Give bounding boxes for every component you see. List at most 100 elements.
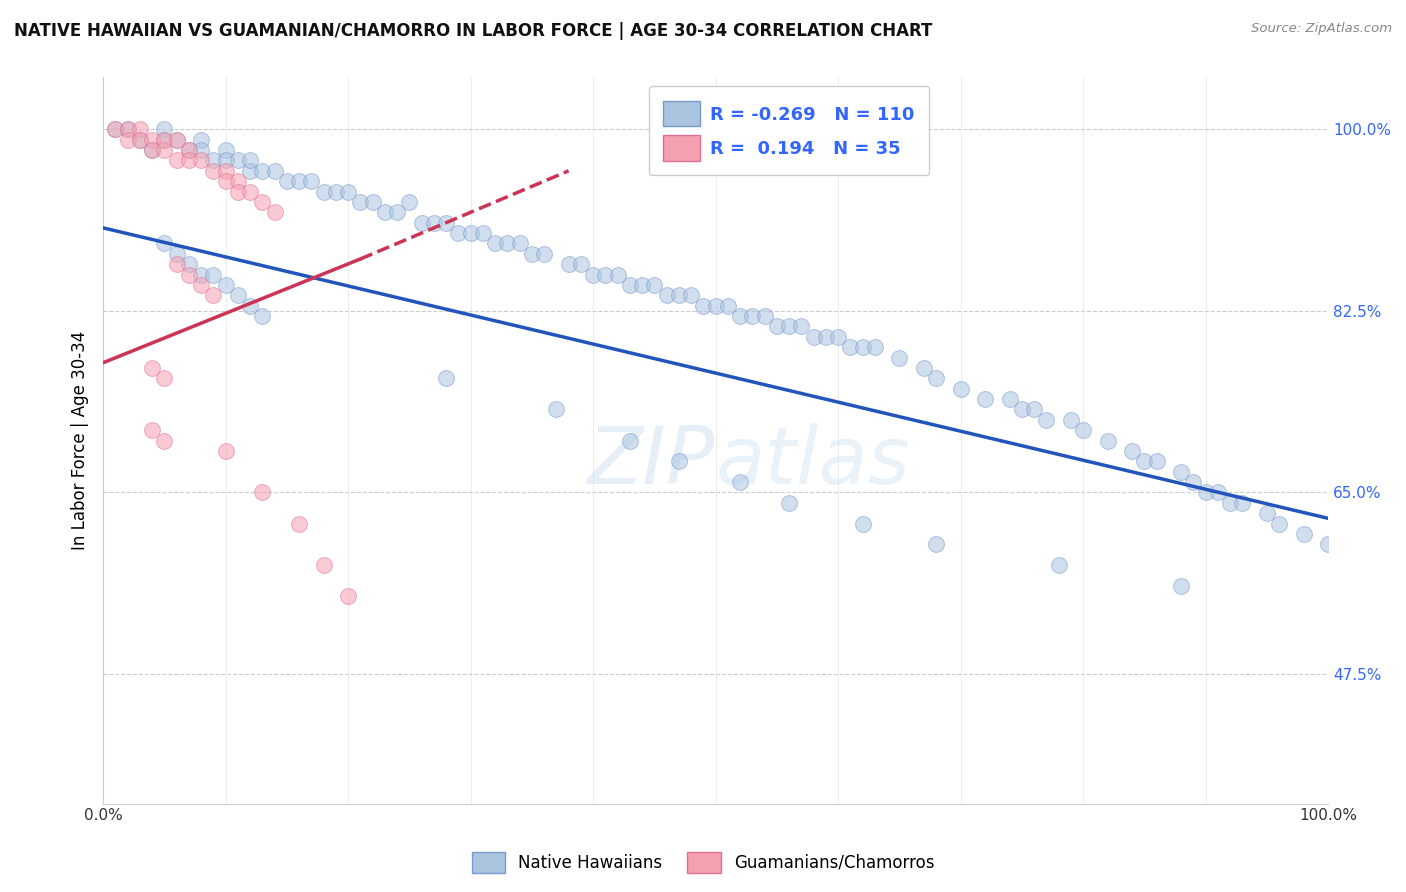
Point — [1317, 537, 1340, 551]
Point — [863, 340, 886, 354]
Point — [998, 392, 1021, 406]
Point — [1232, 496, 1254, 510]
Point — [166, 153, 188, 168]
Point — [423, 216, 446, 230]
Point — [153, 236, 176, 251]
Point — [1146, 454, 1168, 468]
Point — [177, 143, 200, 157]
Point — [411, 216, 433, 230]
Point — [595, 268, 617, 282]
Legend: Native Hawaiians, Guamanians/Chamorros: Native Hawaiians, Guamanians/Chamorros — [465, 846, 941, 880]
Point — [361, 194, 384, 209]
Point — [619, 277, 641, 292]
Point — [190, 277, 212, 292]
Point — [226, 185, 249, 199]
Legend: R = -0.269   N = 110, R =  0.194   N = 35: R = -0.269 N = 110, R = 0.194 N = 35 — [650, 87, 929, 176]
Point — [166, 247, 188, 261]
Point — [803, 330, 825, 344]
Point — [1097, 434, 1119, 448]
Point — [214, 174, 236, 188]
Point — [1047, 558, 1070, 572]
Point — [447, 226, 470, 240]
Point — [288, 516, 311, 531]
Point — [141, 133, 163, 147]
Point — [104, 122, 127, 136]
Point — [766, 319, 789, 334]
Point — [299, 174, 322, 188]
Point — [325, 185, 347, 199]
Point — [569, 257, 592, 271]
Point — [263, 205, 285, 219]
Point — [214, 277, 236, 292]
Point — [434, 371, 457, 385]
Point — [117, 122, 139, 136]
Text: atlas: atlas — [716, 424, 910, 501]
Point — [385, 205, 408, 219]
Point — [141, 423, 163, 437]
Point — [925, 537, 948, 551]
Text: ZIP: ZIP — [588, 424, 716, 501]
Point — [839, 340, 862, 354]
Point — [606, 268, 628, 282]
Point — [214, 443, 236, 458]
Point — [312, 185, 335, 199]
Point — [312, 558, 335, 572]
Point — [177, 268, 200, 282]
Point — [202, 153, 225, 168]
Point — [778, 319, 800, 334]
Point — [1071, 423, 1094, 437]
Point — [668, 454, 690, 468]
Point — [141, 360, 163, 375]
Point — [141, 143, 163, 157]
Point — [190, 153, 212, 168]
Point — [337, 589, 360, 603]
Point — [153, 371, 176, 385]
Point — [226, 153, 249, 168]
Point — [166, 133, 188, 147]
Point — [117, 133, 139, 147]
Point — [128, 133, 150, 147]
Point — [1024, 402, 1046, 417]
Point — [153, 133, 176, 147]
Point — [631, 277, 654, 292]
Point — [288, 174, 311, 188]
Point — [827, 330, 849, 344]
Point — [668, 288, 690, 302]
Point — [252, 309, 274, 323]
Point — [1170, 465, 1192, 479]
Point — [1035, 413, 1057, 427]
Point — [1268, 516, 1291, 531]
Point — [239, 185, 262, 199]
Point — [520, 247, 543, 261]
Point — [1256, 506, 1278, 520]
Point — [728, 475, 751, 489]
Point — [226, 174, 249, 188]
Point — [533, 247, 555, 261]
Point — [263, 163, 285, 178]
Point — [754, 309, 776, 323]
Point — [509, 236, 531, 251]
Point — [1060, 413, 1083, 427]
Point — [202, 163, 225, 178]
Point — [1182, 475, 1205, 489]
Point — [925, 371, 948, 385]
Point — [128, 122, 150, 136]
Point — [166, 133, 188, 147]
Point — [434, 216, 457, 230]
Point — [681, 288, 703, 302]
Point — [117, 122, 139, 136]
Point — [1133, 454, 1156, 468]
Point — [1170, 579, 1192, 593]
Point — [557, 257, 579, 271]
Point — [546, 402, 568, 417]
Point — [790, 319, 813, 334]
Point — [252, 194, 274, 209]
Point — [190, 268, 212, 282]
Point — [177, 153, 200, 168]
Point — [374, 205, 396, 219]
Point — [166, 257, 188, 271]
Point — [655, 288, 678, 302]
Point — [214, 153, 236, 168]
Point — [1121, 443, 1143, 458]
Point — [852, 516, 875, 531]
